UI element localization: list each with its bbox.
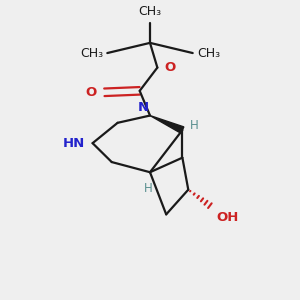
Text: OH: OH: [216, 212, 238, 224]
Text: CH₃: CH₃: [138, 5, 162, 18]
Text: O: O: [165, 61, 176, 74]
Text: HN: HN: [63, 137, 85, 150]
Text: H: H: [144, 182, 153, 195]
Text: H: H: [190, 119, 199, 132]
Text: O: O: [86, 86, 97, 99]
Polygon shape: [150, 116, 184, 133]
Text: CH₃: CH₃: [80, 46, 103, 59]
Text: N: N: [137, 101, 148, 114]
Text: CH₃: CH₃: [197, 46, 220, 59]
